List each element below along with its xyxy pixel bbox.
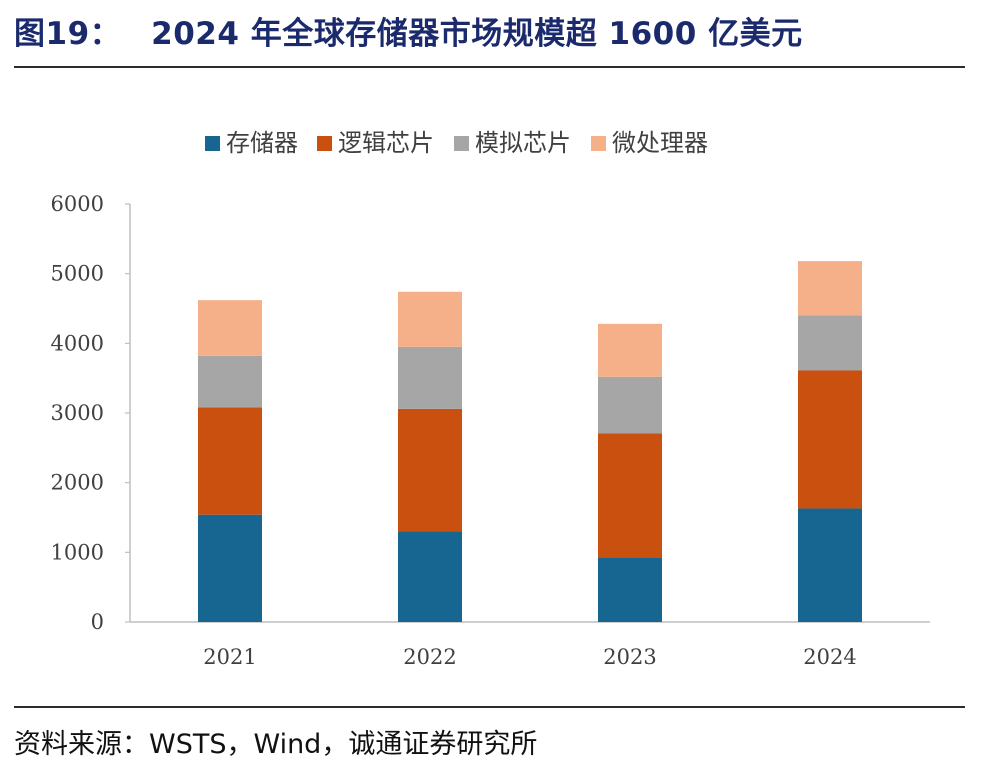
y-tick-label: 0 [91,610,104,634]
bar-segment [798,508,862,622]
bar-segment [398,408,462,532]
bar-segment [798,315,862,371]
bar-segment [398,531,462,622]
x-tick-label: 2021 [203,645,256,669]
legend-label: 存储器 [226,129,298,157]
bar-segment [598,557,662,622]
stacked-bar-chart: 0 1000 2000 3000 4000 5000 6000 2021 2022 2023 202… [51,129,930,669]
y-tick-label: 6000 [51,192,104,216]
chart-title: 图19： 2024 年全球存储器市场规模超 1600 亿美元 [14,8,803,53]
bar-segment [198,300,262,356]
legend-swatch [317,136,332,151]
bar-segment [398,346,462,409]
x-tick-label: 2024 [803,645,856,669]
bar-segment [798,261,862,316]
legend-swatch [205,136,220,151]
bar-segment [598,433,662,558]
legend-label: 逻辑芯片 [338,129,434,157]
x-tick-label: 2022 [403,645,456,669]
legend-label: 微处理器 [612,129,708,157]
y-tick-label: 5000 [51,262,104,286]
bar-segment [198,355,262,408]
legend-swatch [454,136,469,151]
top-divider [14,66,965,68]
bottom-divider [14,706,965,708]
legend-swatch [591,136,606,151]
bar-segment [198,514,262,622]
x-tick-label: 2023 [603,645,656,669]
bar-segment [798,370,862,509]
legend-label: 模拟芯片 [475,129,571,157]
y-tick-label: 4000 [51,331,104,355]
figure-number: 图19： [14,16,122,52]
source-note: 资料来源：WSTS，Wind，诚通证券研究所 [14,729,538,760]
y-tick-label: 2000 [51,471,104,495]
y-tick-label: 3000 [51,401,104,425]
figure-title: 2024 年全球存储器市场规模超 1600 亿美元 [151,16,803,52]
y-tick-label: 1000 [51,540,104,564]
bar-segment [198,407,262,515]
bar-segment [598,376,662,434]
bar-segment [598,323,662,377]
bar-segment [398,291,462,347]
